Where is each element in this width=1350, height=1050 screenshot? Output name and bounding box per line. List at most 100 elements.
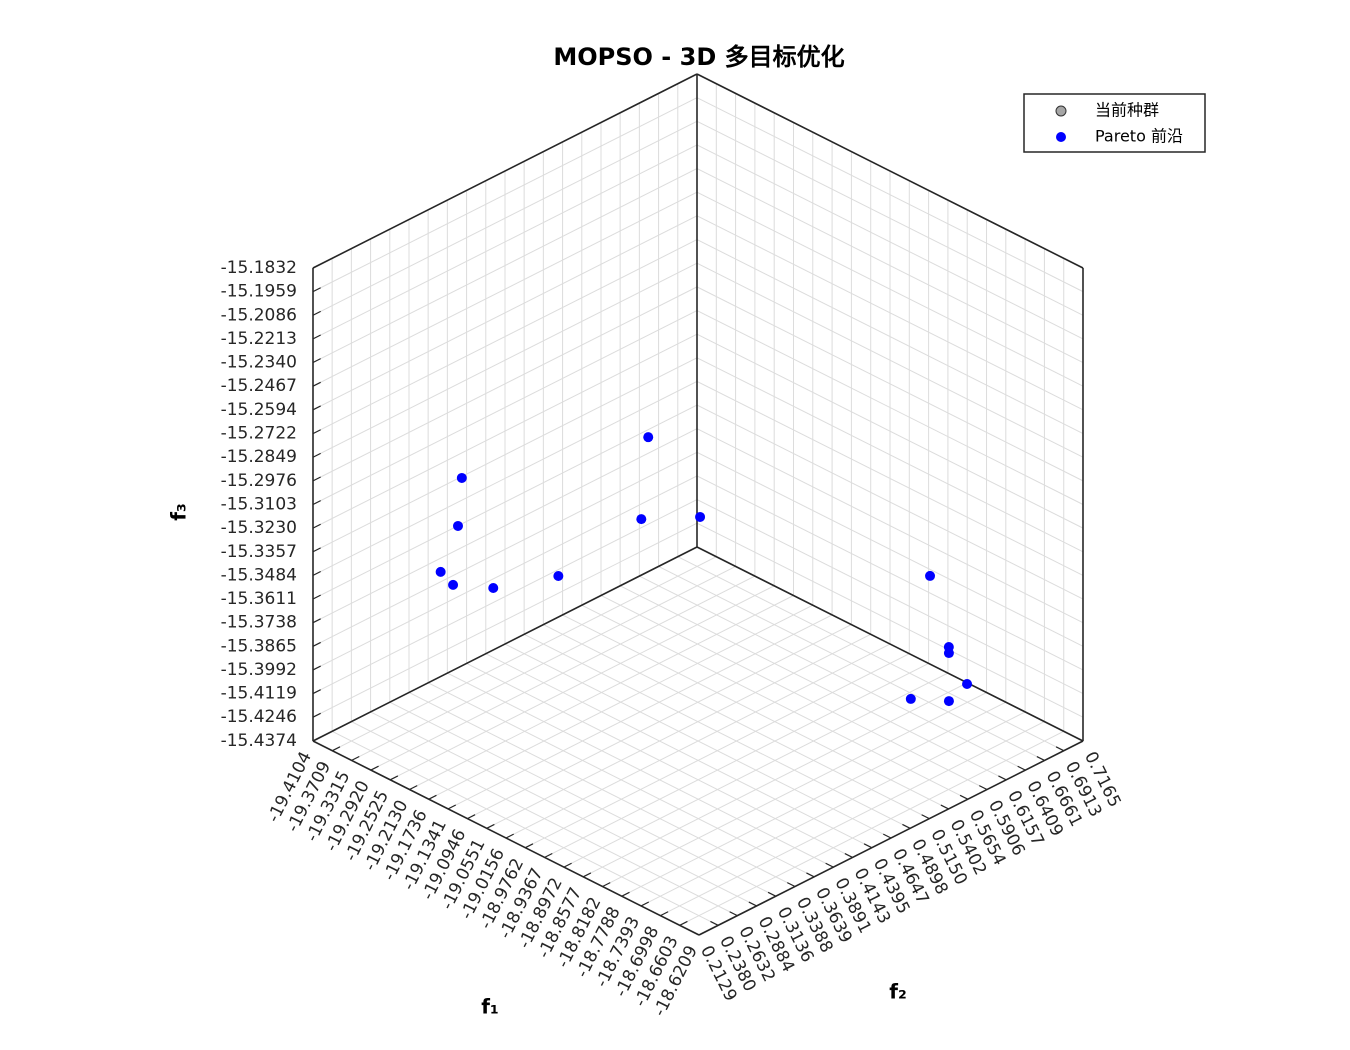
y-tick — [959, 794, 969, 800]
z-tick-label: -15.3103 — [221, 495, 297, 515]
x-tick — [332, 746, 341, 752]
data-point — [695, 511, 706, 522]
z-tick-label: -15.2849 — [221, 447, 297, 467]
y-tick — [1055, 746, 1065, 752]
z-tick-label: -15.3865 — [221, 636, 297, 656]
z-tick — [312, 641, 321, 647]
x-tick — [679, 920, 688, 926]
x-tick — [486, 823, 495, 829]
z-tick — [312, 263, 321, 269]
z-tick-label: -15.2976 — [221, 471, 297, 491]
y-tick — [863, 843, 873, 849]
z-tick — [312, 618, 321, 624]
x-tick — [544, 852, 553, 858]
x-tick — [525, 843, 534, 849]
legend-label: Pareto 前沿 — [1095, 127, 1183, 146]
y-tick — [998, 775, 1007, 781]
x-tick — [698, 930, 707, 936]
z-tick — [312, 547, 321, 553]
ticks: -19.4104-19.3709-19.3315-19.2920-19.2525… — [221, 258, 1125, 1020]
z-tick-label: -15.3357 — [221, 542, 297, 562]
z-tick — [312, 405, 321, 411]
y-tick — [979, 785, 988, 791]
data-point — [905, 693, 916, 704]
z-tick — [312, 429, 321, 435]
z-tick — [312, 500, 321, 506]
z-tick-label: -15.3611 — [221, 589, 297, 609]
legend-label: 当前种群 — [1095, 101, 1159, 120]
x-tick — [505, 833, 514, 839]
data-point — [488, 582, 499, 593]
x-tick — [351, 755, 360, 761]
z-tick-label: -15.1959 — [221, 282, 297, 302]
data-point — [943, 696, 954, 707]
z-tick — [312, 358, 321, 364]
data-point — [435, 566, 446, 577]
legend-marker — [1055, 105, 1067, 117]
data-point — [553, 571, 564, 582]
z-tick — [312, 736, 321, 742]
z-tick-label: -15.3484 — [221, 565, 297, 585]
y-tick — [806, 872, 815, 878]
y-tick — [921, 814, 930, 820]
y-tick — [1036, 755, 1045, 761]
legend-box — [1023, 93, 1206, 153]
y-tick — [710, 920, 719, 926]
z-tick-label: -15.2086 — [221, 305, 297, 325]
box — [312, 73, 1084, 936]
z-tick-label: -15.3230 — [221, 518, 297, 538]
z-axis-label: f₃ — [167, 503, 191, 520]
data-point — [452, 520, 463, 531]
x-tick — [409, 785, 418, 791]
x-tick — [389, 775, 399, 781]
axis-edge — [312, 740, 700, 936]
x-tick — [640, 901, 650, 907]
y-tick — [940, 804, 949, 810]
y-tick — [1075, 736, 1084, 742]
z-tick — [312, 287, 321, 293]
z-tick-label: -15.4119 — [221, 684, 297, 704]
data-point — [636, 514, 647, 525]
x-tick — [621, 891, 630, 897]
data-point — [643, 432, 654, 443]
y-tick — [902, 823, 911, 829]
data-point — [943, 648, 954, 659]
x-axis-label: f₁ — [481, 995, 498, 1019]
x-tick — [447, 804, 457, 810]
x-tick — [370, 765, 379, 771]
z-tick-label: -15.1832 — [221, 258, 297, 278]
z-tick-label: -15.2467 — [221, 376, 297, 396]
z-tick — [312, 381, 321, 387]
z-tick — [312, 452, 321, 458]
y-tick — [767, 891, 777, 897]
y-tick — [844, 852, 853, 858]
z-tick — [312, 476, 321, 482]
z-tick-label: -15.3992 — [221, 660, 297, 680]
z-tick-label: -15.3738 — [221, 613, 297, 633]
z-tick-label: -15.2594 — [221, 400, 297, 420]
y-tick — [787, 882, 796, 888]
y-tick — [748, 901, 757, 907]
z-tick — [312, 689, 321, 695]
x-tick — [428, 794, 437, 800]
x-tick — [582, 872, 592, 878]
y-tick — [691, 930, 700, 936]
data-point — [962, 679, 973, 690]
data-point — [448, 579, 459, 590]
z-tick — [312, 594, 321, 600]
z-tick — [312, 334, 321, 340]
z-tick — [312, 712, 321, 718]
z-tick — [312, 570, 321, 576]
data-point — [925, 570, 936, 581]
z-tick — [312, 665, 321, 671]
legend: 当前种群 Pareto 前沿 — [1023, 93, 1206, 153]
z-tick-label: -15.2722 — [221, 424, 297, 444]
x-tick — [467, 814, 476, 820]
axis-edge — [312, 73, 698, 269]
marks — [435, 432, 973, 707]
z-tick-label: -15.2213 — [221, 329, 297, 349]
axis-edge — [312, 546, 698, 742]
legend-marker — [1056, 132, 1066, 142]
